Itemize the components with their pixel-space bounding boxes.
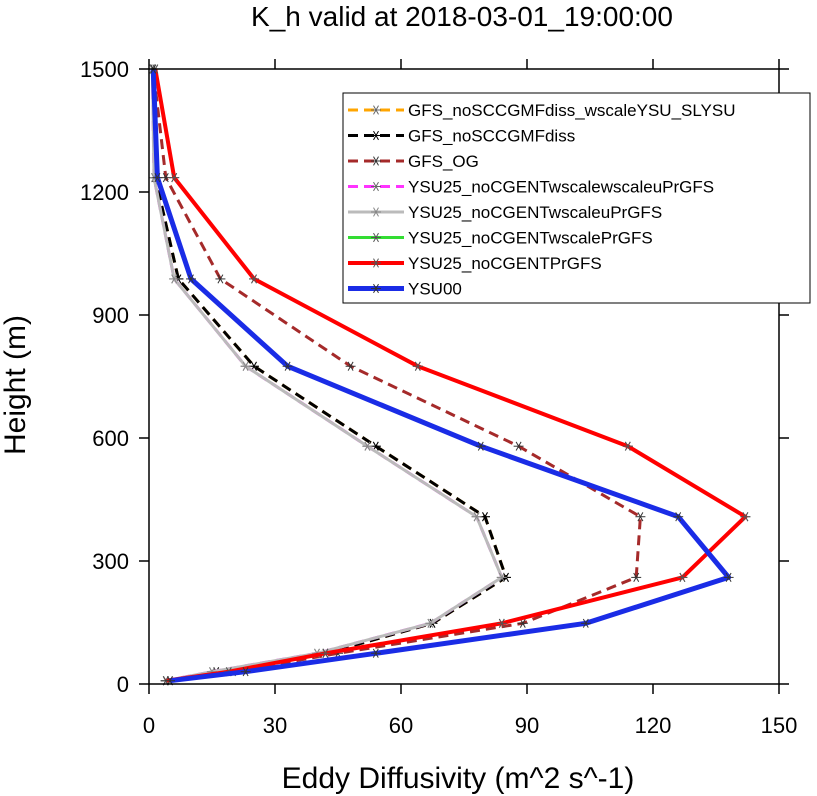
data-point [370, 648, 381, 658]
legend-item: YSU25_noCGENTwscalewscaleuPrGFS [348, 178, 714, 197]
data-point [496, 618, 507, 628]
y-axis: 0 300 600 900 1200 1500 [80, 57, 789, 697]
y-tick-label: 1500 [80, 57, 129, 82]
y-tick-label: 1200 [80, 180, 129, 205]
data-point [475, 441, 486, 451]
data-point [169, 173, 180, 183]
data-point [480, 512, 490, 522]
data-point [282, 361, 293, 371]
data-point [673, 512, 684, 522]
data-point [631, 572, 642, 582]
legend-marker [371, 181, 381, 192]
data-point [362, 441, 373, 451]
data-point [723, 572, 734, 582]
legend-item: GFS_noSCCGMFdiss_wscaleYSU_SLYSU [348, 101, 736, 120]
legend-marker [371, 207, 381, 217]
data-point [186, 274, 196, 284]
legend-label: GFS_noSCCGMFdiss [408, 127, 575, 146]
legend-label: GFS_noSCCGMFdiss_wscaleYSU_SLYSU [408, 101, 736, 120]
data-point [471, 512, 482, 522]
x-tick-label: 120 [635, 713, 672, 738]
y-tick-label: 300 [92, 549, 129, 574]
x-axis: 0 30 60 90 120 150 [143, 59, 797, 738]
y-tick-label: 900 [92, 303, 129, 328]
data-point [425, 618, 436, 628]
plot-frame [148, 68, 780, 685]
data-point [677, 572, 688, 582]
data-point [320, 648, 331, 658]
series-7 [148, 64, 734, 686]
y-axis-title: Height (m) [0, 315, 32, 455]
series-6 [150, 64, 751, 686]
legend-marker [371, 258, 381, 268]
data-point [580, 618, 591, 628]
legend-box [342, 92, 811, 304]
x-tick-label: 150 [761, 713, 798, 738]
data-point [622, 441, 633, 451]
x-tick-label: 60 [389, 713, 413, 738]
data-point [635, 512, 646, 522]
legend-label: YSU25_noCGENTwscalePrGFS [408, 229, 653, 248]
legend-item: YSU25_noCGENTwscalePrGFS [348, 229, 653, 248]
legend-label: YSU25_noCGENTwscalewscaleuPrGFS [408, 178, 714, 197]
data-point [240, 667, 251, 677]
legend-item: GFS_noSCCGMFdiss [348, 127, 575, 146]
chart-title: K_h valid at 2018-03-01_19:00:00 [251, 1, 673, 32]
plot-area [147, 64, 751, 686]
legend-item: GFS_OG [348, 152, 479, 171]
legend-marker [371, 105, 381, 115]
legend-marker [371, 156, 381, 166]
data-point [152, 173, 163, 183]
legend-item: YSU25_noCGENTwscaleuPrGFS [348, 203, 662, 222]
x-tick-label: 0 [143, 713, 155, 738]
legend-item: YSU25_noCGENTPrGFS [348, 254, 602, 273]
data-point [496, 572, 507, 582]
legend-marker [371, 130, 381, 141]
data-point [740, 512, 751, 522]
data-point [215, 274, 226, 284]
legend-label: YSU25_noCGENTPrGFS [408, 254, 602, 273]
x-axis-title: Eddy Diffusivity (m^2 s^-1) [282, 762, 635, 795]
data-point [513, 441, 524, 451]
data-point [160, 173, 171, 183]
legend-label: YSU25_noCGENTwscaleuPrGFS [408, 203, 662, 222]
legend-marker [371, 283, 381, 294]
data-point [412, 361, 423, 371]
legend-marker [371, 232, 381, 243]
legend-label: GFS_OG [408, 152, 479, 171]
x-tick-label: 30 [263, 713, 287, 738]
x-tick-label: 90 [515, 713, 539, 738]
y-tick-label: 600 [92, 426, 129, 451]
data-point [240, 361, 251, 371]
data-point [249, 274, 259, 284]
legend: GFS_noSCCGMFdiss_wscaleYSU_SLYSU GFS_noSC… [342, 92, 811, 304]
data-point [169, 274, 180, 284]
data-point [345, 361, 356, 371]
legend-item: YSU00 [348, 280, 462, 299]
legend-label: YSU00 [408, 280, 462, 299]
y-tick-label: 0 [117, 672, 129, 697]
